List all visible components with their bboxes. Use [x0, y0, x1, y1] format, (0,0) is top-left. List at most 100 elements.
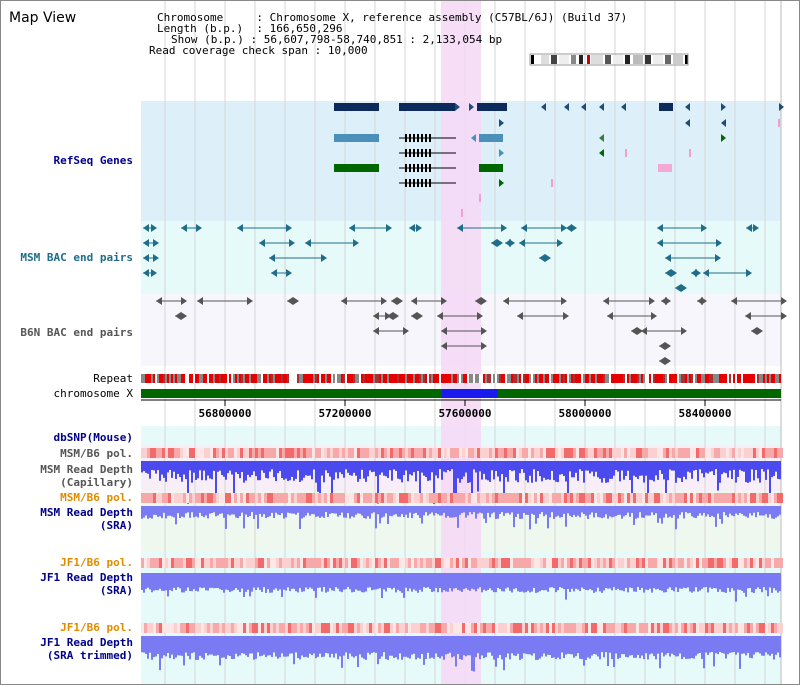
- depth-bar: [373, 461, 375, 472]
- pol-segment: [177, 558, 180, 568]
- pol-segment: [612, 558, 615, 568]
- depth-bar: [177, 506, 179, 514]
- track-label-b6n-bac[interactable]: B6N BAC end pairs: [20, 326, 133, 339]
- pol-segment: [270, 558, 273, 568]
- track-label-msm-b6-pol-1[interactable]: MSM/B6 pol.: [60, 447, 133, 460]
- depth-bar: [493, 506, 495, 513]
- depth-bar: [389, 461, 391, 471]
- pol-segment: [417, 448, 420, 458]
- depth-bar: [739, 573, 741, 590]
- depth-bar: [293, 506, 295, 514]
- repeat-segment: [519, 374, 521, 383]
- depth-bar: [239, 573, 241, 593]
- track-label-msm-depth-capillary[interactable]: MSM Read Depth (Capillary): [40, 463, 133, 489]
- track-label-refseq[interactable]: RefSeq Genes: [53, 154, 133, 167]
- repeat-segment: [461, 374, 463, 383]
- depth-bar: [201, 636, 203, 658]
- depth-bar: [405, 636, 407, 657]
- depth-bar: [177, 573, 179, 588]
- depth-bar: [257, 461, 259, 481]
- depth-bar: [143, 573, 145, 593]
- pol-segment: [777, 493, 780, 503]
- pol-segment: [471, 558, 474, 568]
- depth-bar: [675, 636, 677, 657]
- repeat-segment: [527, 374, 529, 383]
- repeat-segment: [569, 374, 571, 383]
- pol-segment: [294, 623, 297, 633]
- depth-bar: [403, 506, 405, 518]
- track-label-jf1-depth-sra[interactable]: JF1 Read Depth (SRA): [40, 571, 133, 597]
- depth-bar: [653, 636, 655, 657]
- pol-segment: [162, 448, 165, 458]
- pol-segment: [414, 448, 417, 458]
- depth-bar: [771, 636, 773, 654]
- track-label-msm-b6-pol-2[interactable]: MSM/B6 pol.: [60, 491, 133, 504]
- pol-segment: [609, 448, 612, 458]
- depth-bar: [559, 636, 561, 660]
- track-label-repeat: Repeat: [93, 372, 133, 385]
- depth-bar: [443, 573, 445, 591]
- track-label-msm-depth-sra[interactable]: MSM Read Depth (SRA): [40, 506, 133, 532]
- pol-segment: [561, 448, 564, 458]
- pol-segment: [246, 623, 249, 633]
- depth-bar: [339, 461, 341, 473]
- pol-segment: [450, 493, 453, 503]
- depth-bar: [673, 506, 675, 516]
- repeat-segment: [175, 374, 177, 383]
- depth-bar: [173, 461, 175, 472]
- repeat-segment: [147, 374, 149, 383]
- depth-bar: [343, 506, 345, 518]
- pol-segment: [687, 558, 690, 568]
- depth-bar: [439, 461, 441, 470]
- track-label-jf1-b6-pol-2[interactable]: JF1/B6 pol.: [60, 621, 133, 634]
- depth-bar: [275, 461, 277, 482]
- depth-bar: [645, 573, 647, 590]
- pol-segment: [174, 448, 177, 458]
- pol-segment: [654, 493, 657, 503]
- depth-bar: [241, 573, 243, 589]
- repeat-segment: [289, 374, 291, 383]
- depth-bar: [565, 636, 567, 655]
- depth-bar: [485, 573, 487, 591]
- bac-end-marker: [701, 224, 707, 232]
- depth-bar: [643, 461, 645, 483]
- depth-bar: [231, 636, 233, 660]
- depth-bar: [249, 573, 251, 597]
- depth-bar: [327, 506, 329, 517]
- pol-segment: [639, 623, 642, 633]
- depth-bar: [603, 636, 605, 658]
- depth-bar: [491, 636, 493, 656]
- repeat-segment: [609, 374, 611, 383]
- depth-bar: [721, 506, 723, 524]
- depth-bar: [531, 461, 533, 483]
- repeat-segment: [361, 374, 363, 383]
- depth-bar: [255, 636, 257, 659]
- track-label-jf1-depth-trimmed[interactable]: JF1 Read Depth (SRA trimmed): [40, 636, 133, 662]
- pol-segment: [690, 493, 693, 503]
- pol-segment: [762, 558, 765, 568]
- pol-segment: [591, 623, 594, 633]
- pol-segment: [726, 493, 729, 503]
- depth-bar: [497, 461, 499, 477]
- pol-segment: [615, 493, 618, 503]
- depth-bar: [441, 636, 443, 657]
- pol-segment: [429, 448, 432, 458]
- track-label-msm-bac[interactable]: MSM BAC end pairs: [20, 251, 133, 264]
- pol-segment: [456, 493, 459, 503]
- track-label-dbsnp[interactable]: dbSNP(Mouse): [53, 431, 133, 444]
- depth-bar: [567, 506, 569, 514]
- depth-bar: [691, 506, 693, 517]
- pol-segment: [579, 623, 582, 633]
- pol-segment: [762, 493, 765, 503]
- repeat-segment: [627, 374, 629, 383]
- pol-segment: [279, 623, 282, 633]
- depth-bar: [283, 636, 285, 657]
- pol-segment: [729, 623, 732, 633]
- depth-bar: [513, 573, 515, 590]
- pol-segment: [567, 558, 570, 568]
- repeat-segment: [555, 374, 557, 383]
- track-label-jf1-b6-pol-1[interactable]: JF1/B6 pol.: [60, 556, 133, 569]
- pol-segment: [588, 448, 591, 458]
- bac-end-marker: [503, 297, 509, 305]
